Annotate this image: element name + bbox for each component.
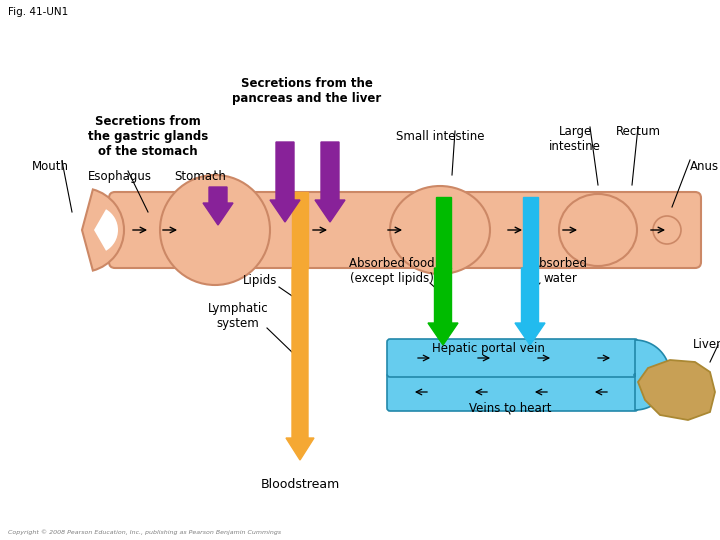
Text: Small intestine: Small intestine xyxy=(396,130,485,143)
Text: Bloodstream: Bloodstream xyxy=(261,478,340,491)
FancyArrow shape xyxy=(515,268,545,345)
Wedge shape xyxy=(94,209,118,251)
FancyArrow shape xyxy=(270,142,300,222)
Text: Absorbed
water: Absorbed water xyxy=(532,257,588,285)
Text: Secretions from
the gastric glands
of the stomach: Secretions from the gastric glands of th… xyxy=(88,115,208,158)
Text: Absorbed food
(except lipids): Absorbed food (except lipids) xyxy=(349,257,435,285)
Text: Fig. 41-UN1: Fig. 41-UN1 xyxy=(8,7,68,17)
Text: Liver: Liver xyxy=(693,339,720,352)
FancyArrow shape xyxy=(203,187,233,225)
Ellipse shape xyxy=(559,194,637,266)
FancyArrow shape xyxy=(292,192,308,268)
Polygon shape xyxy=(638,360,715,420)
Polygon shape xyxy=(634,340,670,410)
Text: Lymphatic
system: Lymphatic system xyxy=(207,302,269,330)
Text: Hepatic portal vein: Hepatic portal vein xyxy=(431,342,544,355)
FancyArrow shape xyxy=(436,197,451,268)
FancyArrow shape xyxy=(315,142,345,222)
Wedge shape xyxy=(82,190,124,271)
Circle shape xyxy=(653,216,681,244)
FancyBboxPatch shape xyxy=(387,373,638,411)
Text: Large
intestine: Large intestine xyxy=(549,125,601,153)
FancyArrow shape xyxy=(523,197,538,268)
Text: Lipids: Lipids xyxy=(243,274,277,287)
Text: Veins to heart: Veins to heart xyxy=(469,402,552,415)
FancyArrow shape xyxy=(428,268,458,345)
Text: Mouth: Mouth xyxy=(32,160,68,173)
Text: Anus: Anus xyxy=(690,160,719,173)
Text: Copyright © 2008 Pearson Education, Inc., publishing as Pearson Benjamin Cumming: Copyright © 2008 Pearson Education, Inc.… xyxy=(8,529,281,535)
FancyBboxPatch shape xyxy=(387,339,638,377)
Ellipse shape xyxy=(390,186,490,274)
FancyArrow shape xyxy=(286,268,314,460)
Text: Secretions from the
pancreas and the liver: Secretions from the pancreas and the liv… xyxy=(233,77,382,105)
FancyBboxPatch shape xyxy=(109,192,701,268)
Text: Esophagus: Esophagus xyxy=(88,170,152,183)
Text: Stomach: Stomach xyxy=(174,170,226,183)
Circle shape xyxy=(160,175,270,285)
Text: Rectum: Rectum xyxy=(616,125,660,138)
